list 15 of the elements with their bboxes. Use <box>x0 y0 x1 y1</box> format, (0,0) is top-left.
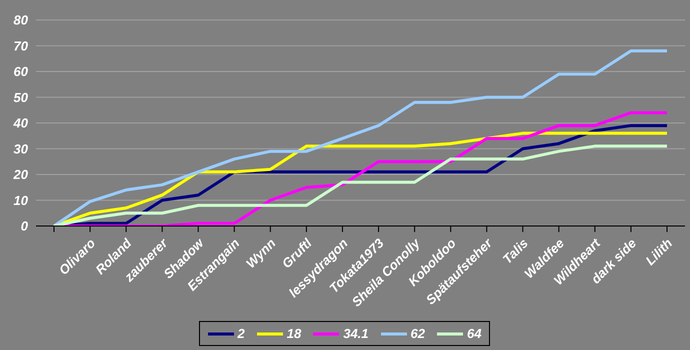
y-tick-label: 10 <box>14 192 29 208</box>
y-tick-label: 60 <box>14 64 29 80</box>
y-tick-label: 0 <box>20 218 29 234</box>
line-series <box>52 49 668 226</box>
y-tick-label: 70 <box>14 38 29 54</box>
legend-label: 62 <box>410 326 425 341</box>
legend-label: 2 <box>236 326 245 341</box>
y-tick-label: 80 <box>14 12 29 28</box>
legend-label: 64 <box>466 326 482 341</box>
legend-label: 34.1 <box>342 326 369 341</box>
y-tick-label: 40 <box>12 116 29 131</box>
y-tick-label: 30 <box>14 141 29 156</box>
y-tick-label: 20 <box>12 167 29 182</box>
y-tick-label: 50 <box>14 90 29 105</box>
legend-label: 18 <box>286 326 302 341</box>
